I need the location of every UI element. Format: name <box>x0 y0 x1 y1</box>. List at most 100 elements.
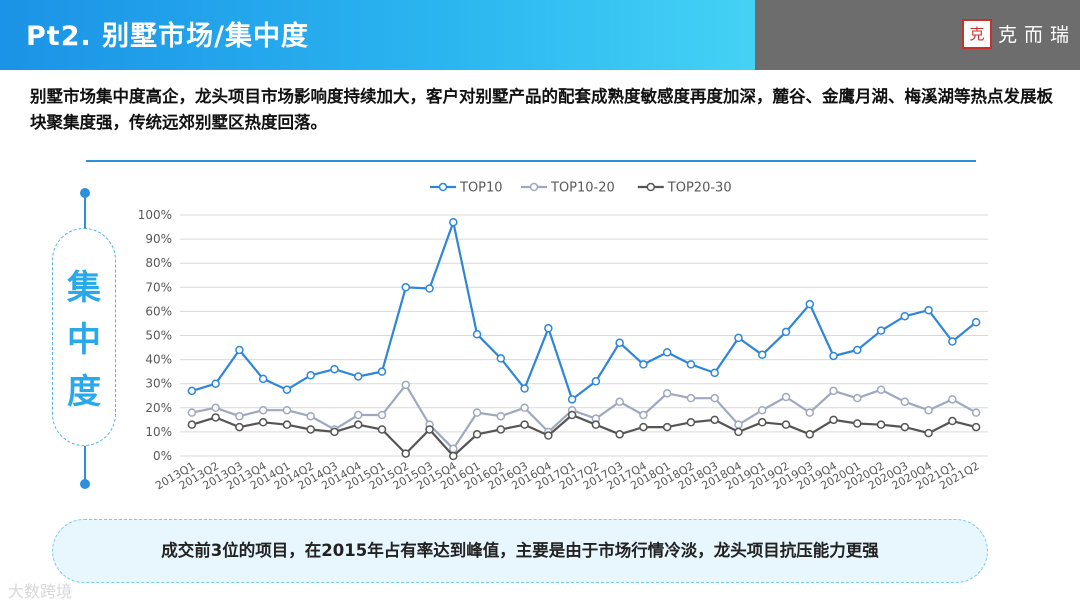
divider-dot-bottom <box>80 479 90 489</box>
series-line <box>191 221 977 401</box>
data-point <box>757 418 767 427</box>
y-tick-label: 50% <box>145 329 172 343</box>
data-point <box>425 425 434 434</box>
data-point <box>235 345 244 355</box>
page-title: Pt2. 别墅市场/集中度 <box>26 21 309 52</box>
data-point <box>544 431 553 440</box>
data-point <box>306 411 315 421</box>
data-point <box>377 367 387 376</box>
data-point <box>639 410 648 420</box>
data-point <box>948 416 957 426</box>
data-point <box>306 371 315 380</box>
company-logo-text: 克而瑞 <box>998 24 1077 46</box>
data-point <box>449 451 458 461</box>
data-point <box>805 430 815 439</box>
y-tick-label: 30% <box>145 377 172 391</box>
data-point <box>353 372 363 381</box>
data-point <box>425 284 434 293</box>
legend-marker <box>529 182 539 192</box>
data-point <box>829 351 838 361</box>
data-point <box>520 384 529 393</box>
data-point <box>662 348 672 357</box>
data-point <box>710 415 719 425</box>
data-point <box>353 420 363 429</box>
watermark: 大数跨境 <box>8 582 73 601</box>
data-point <box>282 420 292 429</box>
side-label: 集 中 度 <box>67 268 101 412</box>
y-tick-label: 10% <box>145 425 172 439</box>
y-tick-label: 80% <box>145 256 172 270</box>
data-point <box>282 385 292 394</box>
data-point <box>306 425 315 434</box>
data-point <box>496 354 506 363</box>
data-point <box>710 393 719 403</box>
header-title-band <box>0 0 755 70</box>
data-point <box>330 364 339 374</box>
data-point <box>639 360 648 369</box>
conclusion-text: 成交前3位的项目，在2015年占有率达到峰值，主要是由于市场行情冷淡，龙头项目抗… <box>161 541 879 560</box>
data-point <box>520 403 529 413</box>
series-line <box>191 383 977 450</box>
series-line <box>191 413 977 458</box>
data-point <box>187 386 197 396</box>
data-point <box>948 395 957 404</box>
data-point <box>377 425 387 434</box>
data-point <box>567 395 577 404</box>
data-point <box>401 449 411 458</box>
data-point <box>662 389 672 398</box>
data-point <box>686 418 696 427</box>
y-tick-label: 0% <box>153 449 172 463</box>
legend-label: TOP10-20 <box>550 181 615 196</box>
data-point <box>662 422 672 432</box>
y-tick-label: 100% <box>138 208 172 222</box>
company-logo-icon: 克 <box>962 19 992 49</box>
data-point <box>876 326 886 335</box>
data-point <box>734 333 743 343</box>
data-point <box>187 420 197 429</box>
data-point <box>496 425 506 434</box>
data-point <box>686 360 696 369</box>
y-tick-label: 70% <box>145 280 172 294</box>
data-point <box>900 422 910 432</box>
data-point <box>924 428 933 438</box>
data-point <box>757 350 767 360</box>
data-point <box>258 374 268 384</box>
data-point <box>235 411 244 421</box>
data-point <box>924 405 933 415</box>
data-point <box>781 392 791 402</box>
data-point <box>686 393 696 403</box>
data-point <box>900 397 910 407</box>
data-point <box>353 410 363 420</box>
data-point <box>876 420 886 429</box>
data-point <box>211 379 220 388</box>
data-point <box>544 324 553 333</box>
data-point <box>853 393 862 403</box>
data-point <box>258 418 268 427</box>
data-point <box>330 427 339 437</box>
data-point <box>496 411 506 421</box>
data-point <box>258 405 268 415</box>
data-point <box>401 283 411 292</box>
y-tick-label: 60% <box>145 304 172 318</box>
y-tick-label: 90% <box>145 232 172 246</box>
data-point <box>781 327 791 337</box>
intro-paragraph: 别墅市场集中度高企，龙头项目市场影响度持续加大，客户对别墅产品的配套成熟度敏感度… <box>30 87 1053 132</box>
data-point <box>734 427 743 437</box>
data-point <box>948 337 957 346</box>
legend-label: TOP20-30 <box>667 181 732 196</box>
data-point <box>187 408 197 417</box>
data-point <box>472 330 482 339</box>
data-point <box>235 422 244 432</box>
legend-marker <box>646 182 656 192</box>
data-point <box>211 403 220 413</box>
data-point <box>591 377 601 386</box>
data-point <box>567 410 577 420</box>
top-divider <box>86 160 976 162</box>
header-logo-band <box>755 0 1080 70</box>
data-point <box>710 368 719 378</box>
data-point <box>829 415 838 425</box>
data-point <box>853 419 862 428</box>
data-point <box>449 217 458 227</box>
legend-label: TOP10 <box>459 181 503 196</box>
